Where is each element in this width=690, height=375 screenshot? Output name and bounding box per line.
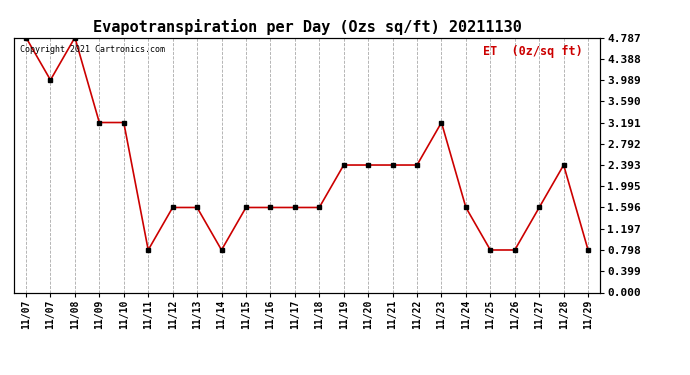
Text: ET  (0z/sq ft): ET (0z/sq ft) — [483, 45, 582, 58]
Title: Evapotranspiration per Day (Ozs sq/ft) 20211130: Evapotranspiration per Day (Ozs sq/ft) 2… — [92, 19, 522, 35]
Text: Copyright 2021 Cartronics.com: Copyright 2021 Cartronics.com — [19, 45, 165, 54]
